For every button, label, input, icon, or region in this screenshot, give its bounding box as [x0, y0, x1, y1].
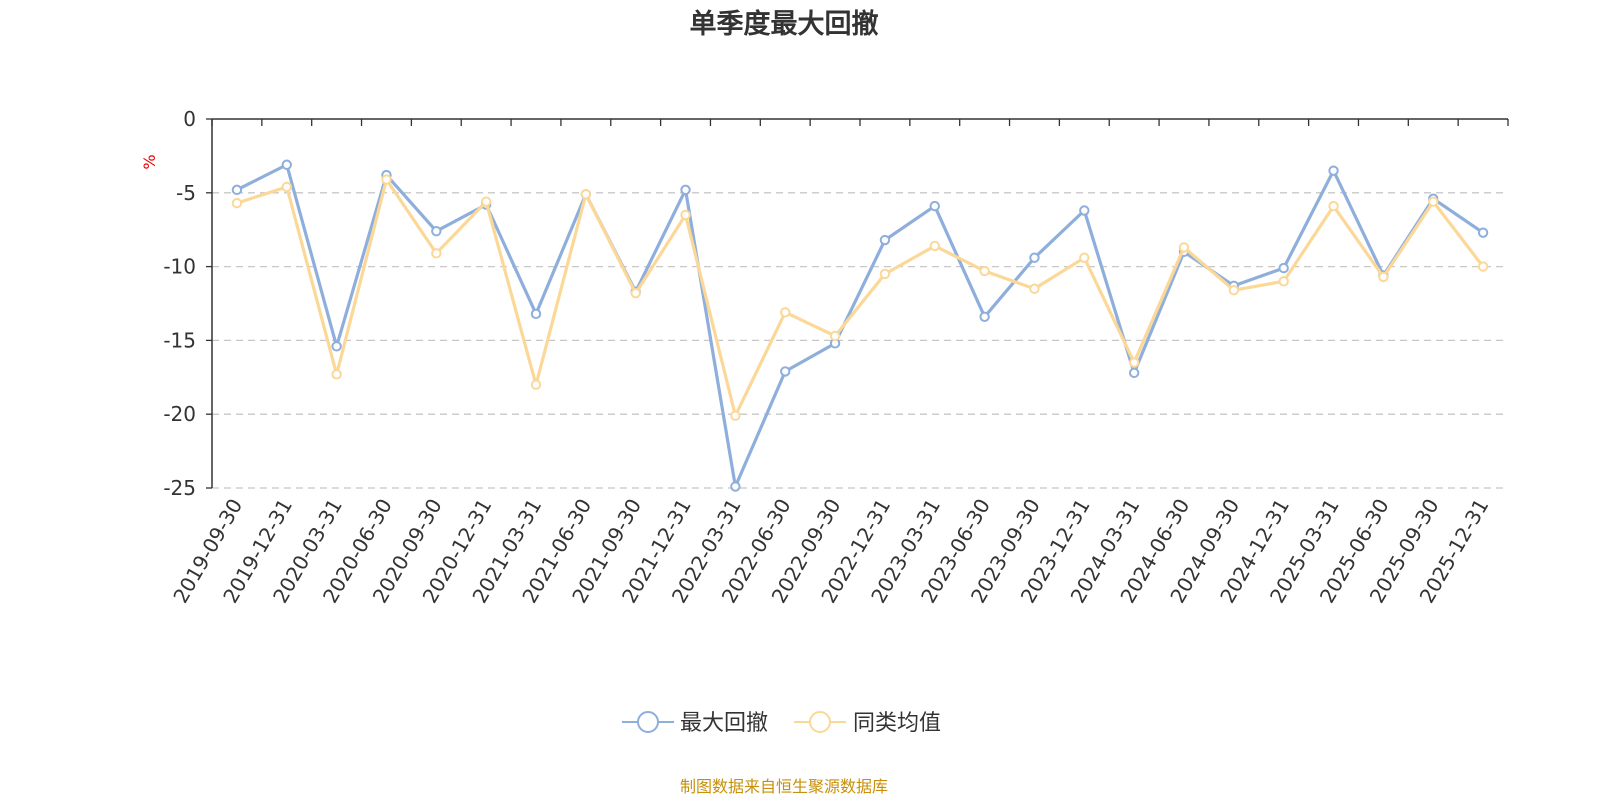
data-point: [680, 209, 691, 221]
data-point: [1228, 285, 1240, 296]
data-point: [1278, 276, 1289, 287]
data-point: [1477, 261, 1489, 272]
data-point: [1029, 283, 1040, 294]
data-source-note: 制图数据来自恒生聚源数据库: [680, 777, 888, 796]
legend-item-1[interactable]: 最大回撤: [622, 711, 768, 736]
data-point: [281, 181, 292, 193]
data-point: [331, 341, 342, 352]
data-point: [431, 225, 442, 237]
series-2: [231, 174, 1489, 421]
y-tick-label: -20: [163, 402, 196, 426]
legend-marker-icon: [637, 711, 659, 733]
data-point: [580, 189, 592, 200]
data-point: [1278, 262, 1289, 274]
legend-item-2[interactable]: 同类均值: [794, 711, 941, 736]
data-point: [929, 200, 940, 212]
chart-title: 单季度最大回撤: [690, 8, 879, 40]
data-point: [1178, 242, 1190, 253]
data-point: [780, 307, 791, 318]
data-point: [929, 240, 940, 252]
y-tick-label: -10: [163, 255, 196, 279]
legend-label: 同类均值: [853, 711, 941, 736]
legend[interactable]: 最大回撤 同类均值: [622, 711, 941, 736]
series-1: [231, 159, 1489, 492]
data-point: [829, 330, 841, 342]
y-axis-unit: %: [140, 154, 159, 169]
series-line: [236, 163, 1484, 489]
data-point: [979, 265, 990, 277]
data-point: [1029, 252, 1040, 263]
data-point: [381, 174, 392, 185]
data-point: [979, 311, 990, 322]
data-point: [1428, 196, 1439, 207]
data-point: [231, 197, 243, 209]
legend-label: 最大回撤: [680, 711, 768, 736]
axis-layer: 0-5-10-15-20-252019-09-302019-12-312020-…: [163, 107, 1509, 607]
legend-marker-icon: [809, 711, 831, 733]
data-point: [780, 366, 791, 377]
data-point: [530, 379, 542, 390]
data-point: [480, 196, 492, 207]
data-point: [879, 234, 891, 246]
data-point: [879, 268, 891, 280]
data-point: [431, 248, 442, 259]
y-tick-label: -5: [176, 181, 196, 205]
data-point: [281, 159, 292, 170]
data-point: [1328, 165, 1339, 176]
series-layer: [231, 159, 1489, 492]
data-point: [1128, 357, 1140, 368]
data-point: [730, 481, 741, 492]
data-point: [730, 410, 741, 421]
data-point: [530, 308, 542, 320]
series-line: [236, 177, 1485, 418]
y-tick-label: -25: [163, 476, 196, 500]
data-point: [1079, 252, 1090, 263]
data-point: [1328, 200, 1339, 212]
data-point: [231, 184, 243, 196]
data-point: [1128, 367, 1140, 379]
data-point: [1477, 227, 1489, 238]
data-point: [1378, 271, 1389, 283]
data-point: [680, 184, 691, 196]
data-point: [1079, 205, 1090, 216]
data-point: [630, 287, 641, 299]
y-tick-label: -15: [163, 328, 196, 352]
y-tick-label: 0: [183, 107, 196, 131]
data-point: [331, 369, 342, 380]
